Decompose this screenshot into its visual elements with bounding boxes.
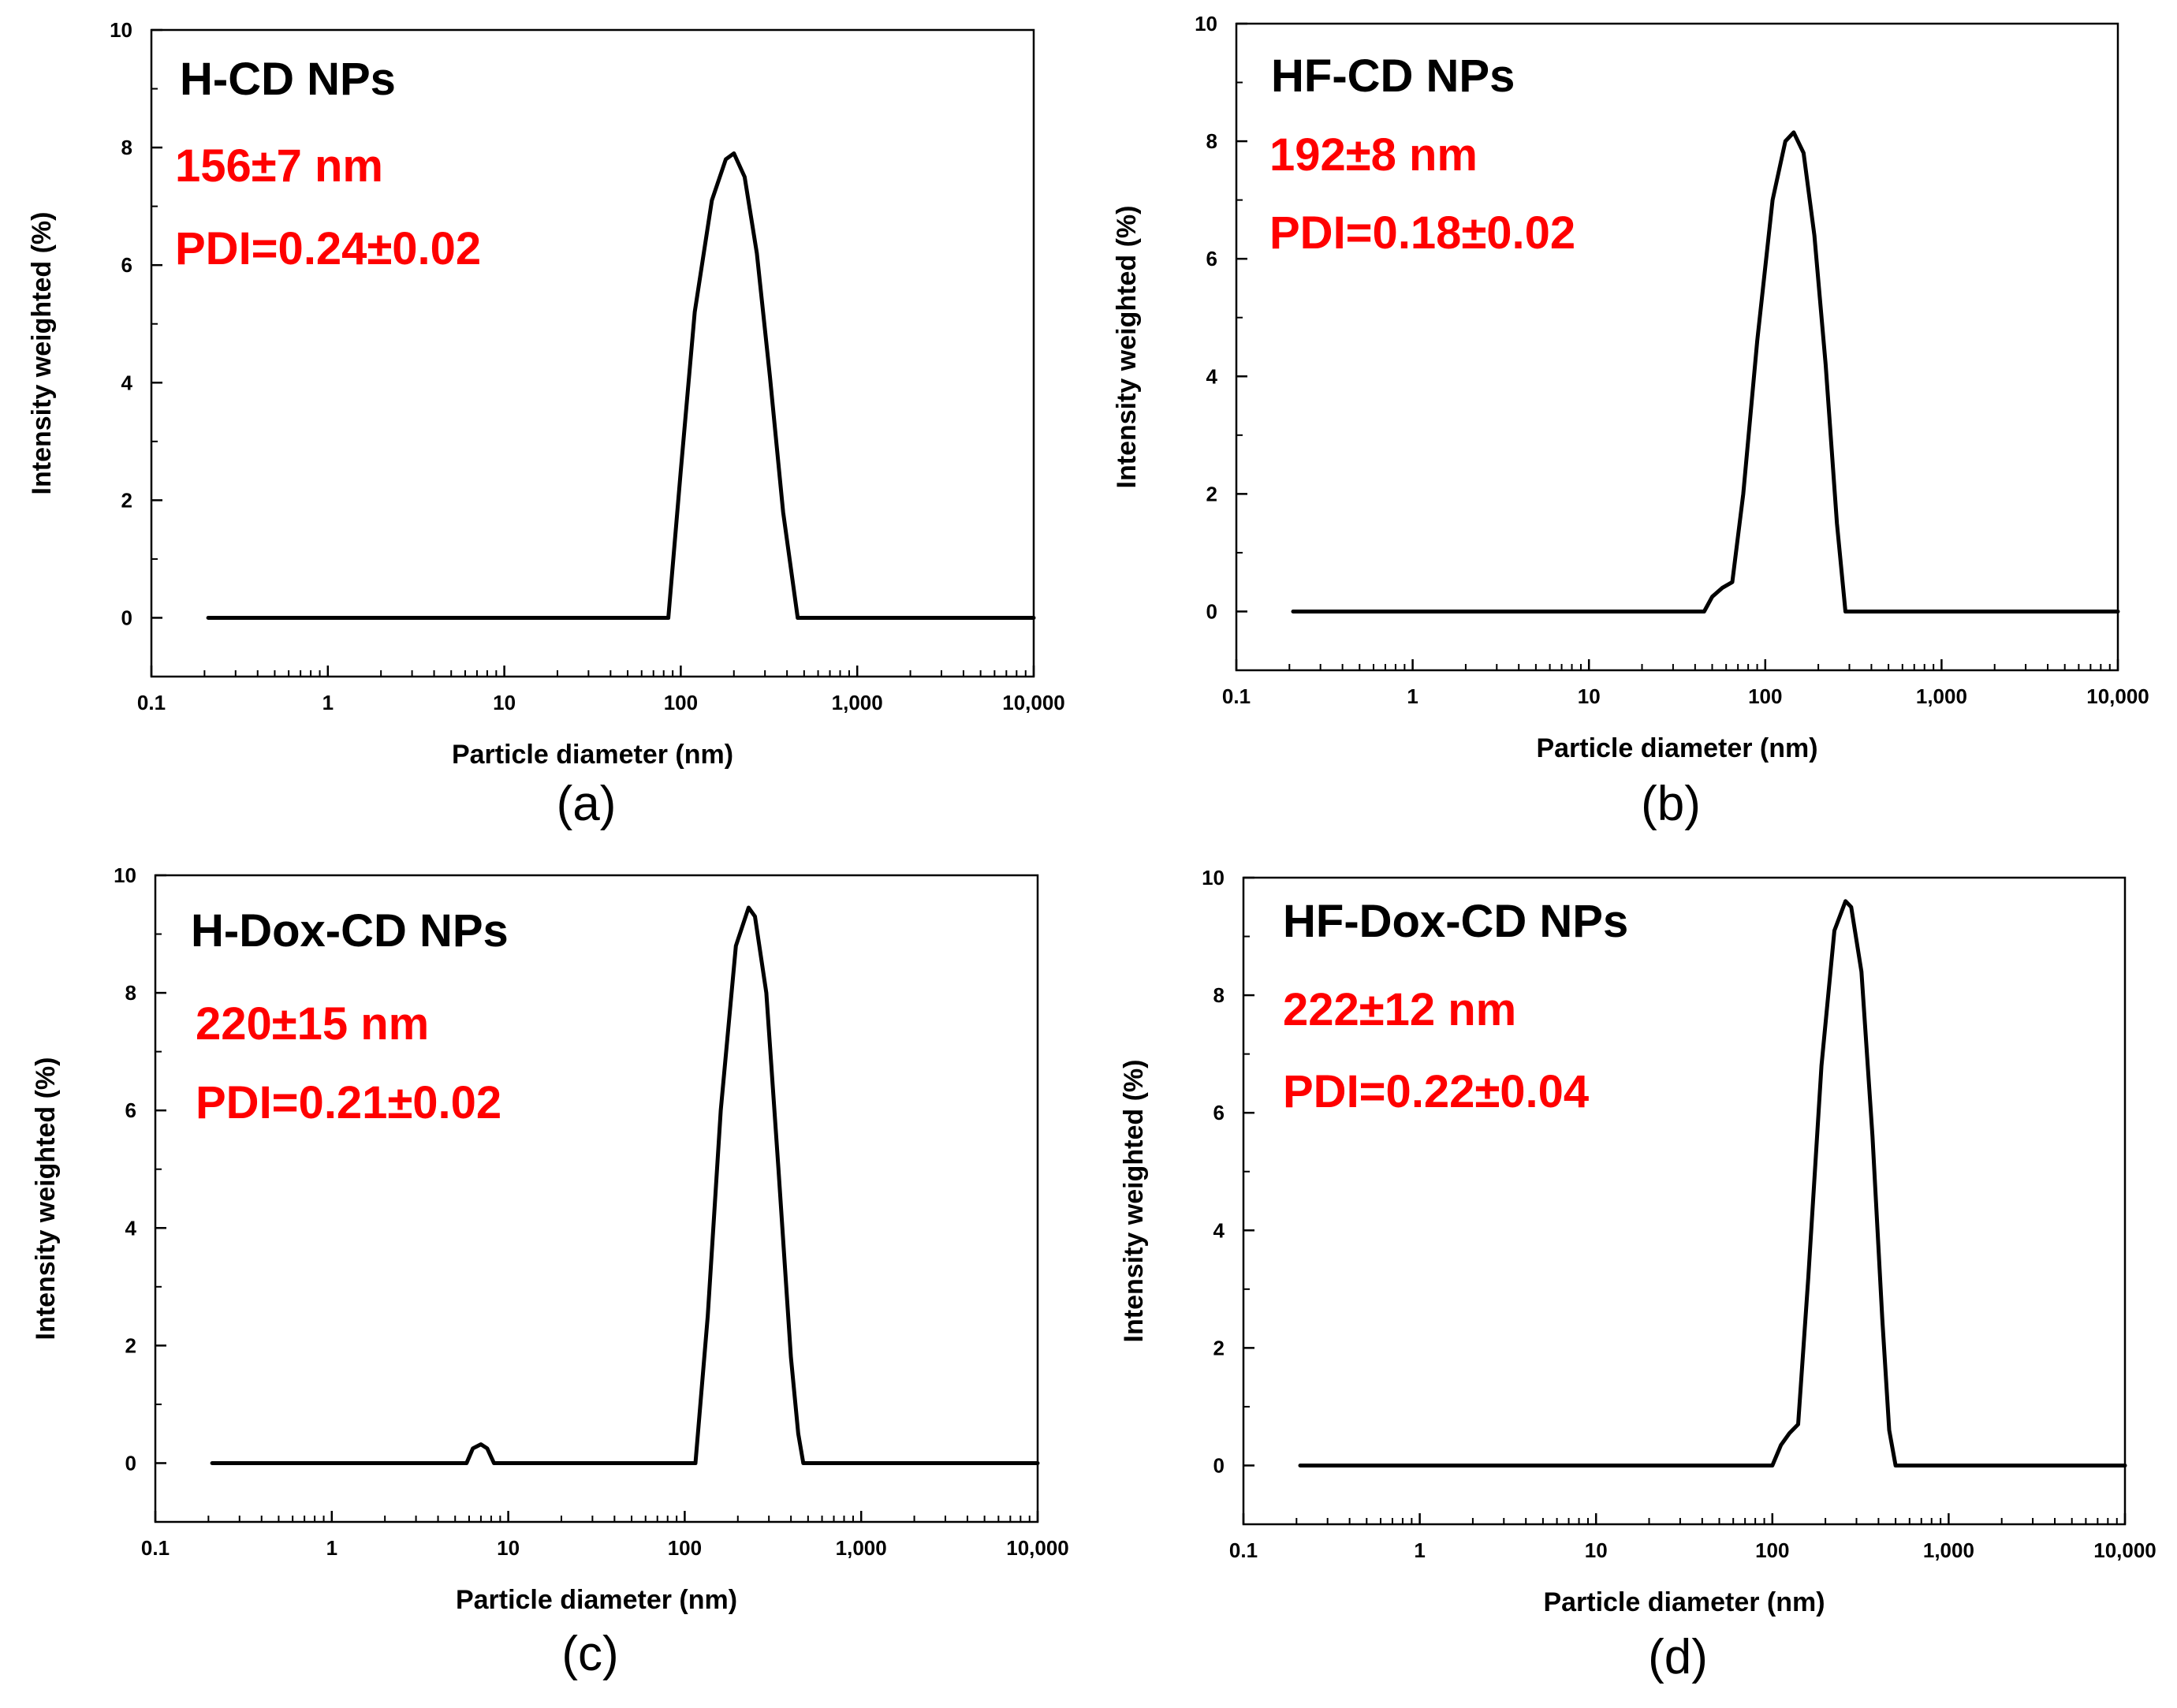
- plot-frame: [1235, 22, 2119, 672]
- x-tick-label: 1,000: [1916, 684, 1967, 708]
- y-tick-label: 8: [125, 981, 136, 1005]
- y-tick-label: 2: [121, 488, 132, 512]
- y-tick-label: 10: [110, 18, 132, 42]
- size-distribution-curve: [1298, 899, 2127, 1467]
- y-axis-title: Intensity weighted (%): [27, 212, 57, 495]
- x-tick-label: 10: [493, 691, 516, 714]
- x-tick-label: 10: [1585, 1538, 1608, 1562]
- x-tick-label: 10: [497, 1536, 520, 1560]
- x-tick-label: 1: [1414, 1538, 1425, 1562]
- size-distribution-curve: [206, 151, 1036, 620]
- pdi-annotation: PDI=0.24±0.02: [175, 223, 481, 274]
- x-axis-title: Particle diameter (nm): [452, 740, 733, 770]
- y-axis-title: Intensity weighted (%): [1112, 206, 1142, 489]
- y-tick-label: 2: [1206, 482, 1217, 505]
- x-tick-label: 1,000: [836, 1536, 887, 1560]
- x-tick-label: 100: [1755, 1538, 1789, 1562]
- x-tick-label: 10,000: [2093, 1538, 2156, 1562]
- x-tick-label: 10,000: [1006, 1536, 1069, 1560]
- y-tick-label: 0: [125, 1451, 136, 1475]
- size-distribution-curve: [210, 905, 1040, 1465]
- y-tick-label: 0: [1206, 599, 1217, 623]
- panel-caption: (a): [557, 777, 617, 831]
- y-tick-label: 6: [125, 1098, 136, 1122]
- size-distribution-curve: [1291, 130, 2120, 613]
- panel-caption: (d): [1648, 1630, 1708, 1684]
- chart-panel-b: 0.1 1 10 100 1,000 10,000 0 2 4 6 8 10 Particle diam…: [1112, 12, 2149, 831]
- y-tick-label: 6: [121, 253, 132, 277]
- y-tick-label: 8: [1206, 129, 1217, 153]
- sample-name-label: HF-CD NPs: [1271, 50, 1515, 102]
- y-tick-label: 10: [114, 863, 136, 887]
- size-annotation: 222±12 nm: [1283, 984, 1516, 1035]
- x-tick-label: 100: [664, 691, 698, 714]
- y-tick-label: 2: [1213, 1336, 1225, 1359]
- x-axis-title: Particle diameter (nm): [1536, 733, 1817, 763]
- chart-panel-d: 0.1 1 10 100 1,000 10,000 0 2 4 6 8 10 Particle diam…: [1119, 866, 2156, 1684]
- x-axis-title: Particle diameter (nm): [1543, 1587, 1825, 1617]
- y-tick-label: 6: [1206, 247, 1217, 270]
- sample-name-label: HF-Dox-CD NPs: [1283, 896, 1628, 947]
- x-axis-title: Particle diameter (nm): [456, 1585, 737, 1615]
- pdi-annotation: PDI=0.22±0.04: [1283, 1066, 1589, 1117]
- y-tick-label: 6: [1213, 1101, 1225, 1124]
- sample-name-label: H-CD NPs: [180, 54, 396, 105]
- x-tick-label: 0.1: [137, 691, 166, 714]
- y-axis-title: Intensity weighted (%): [31, 1057, 61, 1341]
- x-tick-label: 1: [326, 1536, 337, 1560]
- size-annotation: 192±8 nm: [1269, 129, 1478, 181]
- x-tick-label: 100: [668, 1536, 702, 1560]
- y-tick-label: 8: [1213, 983, 1225, 1007]
- plot-frame: [154, 874, 1039, 1523]
- x-tick-label: 10,000: [1002, 691, 1065, 714]
- x-tick-label: 10,000: [2086, 684, 2149, 708]
- x-tick-label: 0.1: [1229, 1538, 1258, 1562]
- x-tick-label: 100: [1748, 684, 1782, 708]
- panel-caption: (b): [1641, 777, 1701, 831]
- y-tick-label: 10: [1202, 866, 1225, 889]
- x-tick-label: 0.1: [1222, 684, 1251, 708]
- chart-panel-a: 0.1 1 10 100 1,000 10,000 0 2 4 6 8 10 Particle diam…: [27, 18, 1065, 831]
- x-tick-label: 0.1: [141, 1536, 170, 1560]
- y-tick-label: 10: [1195, 12, 1217, 35]
- y-tick-label: 0: [121, 606, 132, 629]
- y-tick-label: 8: [121, 136, 132, 159]
- y-tick-label: 4: [125, 1216, 137, 1240]
- panel-caption: (c): [561, 1627, 618, 1681]
- x-tick-label: 10: [1578, 684, 1601, 708]
- size-annotation: 156±7 nm: [175, 140, 383, 192]
- size-annotation: 220±15 nm: [196, 998, 429, 1050]
- x-tick-label: 1,000: [832, 691, 883, 714]
- sample-name-label: H-Dox-CD NPs: [191, 905, 509, 957]
- y-tick-label: 4: [1213, 1218, 1225, 1242]
- chart-panel-c: 0.1 1 10 100 1,000 10,000 0 2 4 6 8 10 Particle diam…: [31, 863, 1069, 1681]
- x-tick-label: 1: [1407, 684, 1418, 708]
- y-tick-label: 0: [1213, 1453, 1225, 1477]
- y-tick-label: 4: [1206, 364, 1218, 388]
- pdi-annotation: PDI=0.21±0.02: [196, 1077, 501, 1128]
- plot-frame: [1242, 876, 2127, 1526]
- y-tick-label: 4: [121, 371, 133, 394]
- x-tick-label: 1,000: [1923, 1538, 1974, 1562]
- x-tick-label: 1: [322, 691, 334, 714]
- plot-frame: [150, 28, 1035, 678]
- pdi-annotation: PDI=0.18±0.02: [1269, 207, 1575, 259]
- y-axis-title: Intensity weighted (%): [1119, 1060, 1149, 1343]
- y-tick-label: 2: [125, 1333, 136, 1357]
